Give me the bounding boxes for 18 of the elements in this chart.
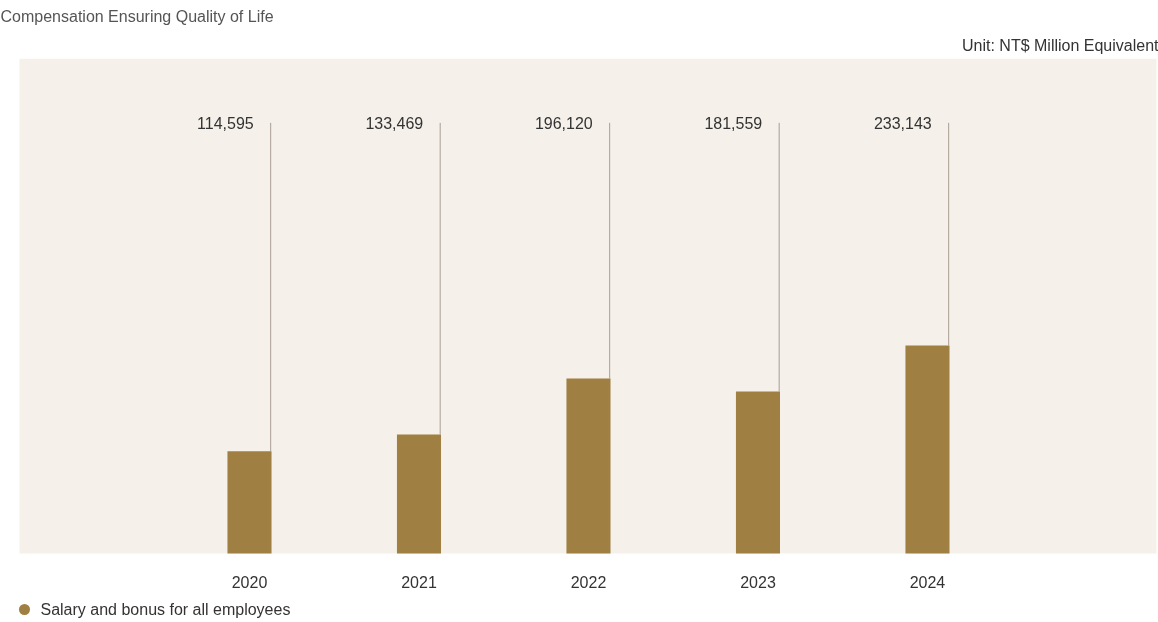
data-label: 114,595 bbox=[197, 114, 254, 132]
legend-label: Salary and bonus for all employees bbox=[40, 601, 291, 618]
bar bbox=[905, 345, 950, 554]
data-label: 233,143 bbox=[873, 114, 932, 132]
chart-title: Compensation Ensuring Quality of Life bbox=[0, 7, 274, 25]
text: Unit: NT$ Million Equivalent bbox=[961, 36, 1158, 54]
x-tick-label: 2024 bbox=[909, 573, 946, 591]
bar bbox=[735, 391, 781, 554]
bar bbox=[396, 434, 442, 554]
x-tick-label: 2020 bbox=[231, 573, 268, 591]
x-tick-label: 2022 bbox=[570, 573, 607, 591]
data-label: 196,120 bbox=[534, 114, 593, 132]
data-label: 181,559 bbox=[704, 114, 763, 132]
bar bbox=[227, 451, 272, 554]
bar bbox=[566, 378, 611, 554]
data-label: 133,469 bbox=[365, 114, 424, 132]
x-tick-label: 2021 bbox=[401, 573, 437, 591]
x-tick-label: 2023 bbox=[740, 573, 776, 591]
